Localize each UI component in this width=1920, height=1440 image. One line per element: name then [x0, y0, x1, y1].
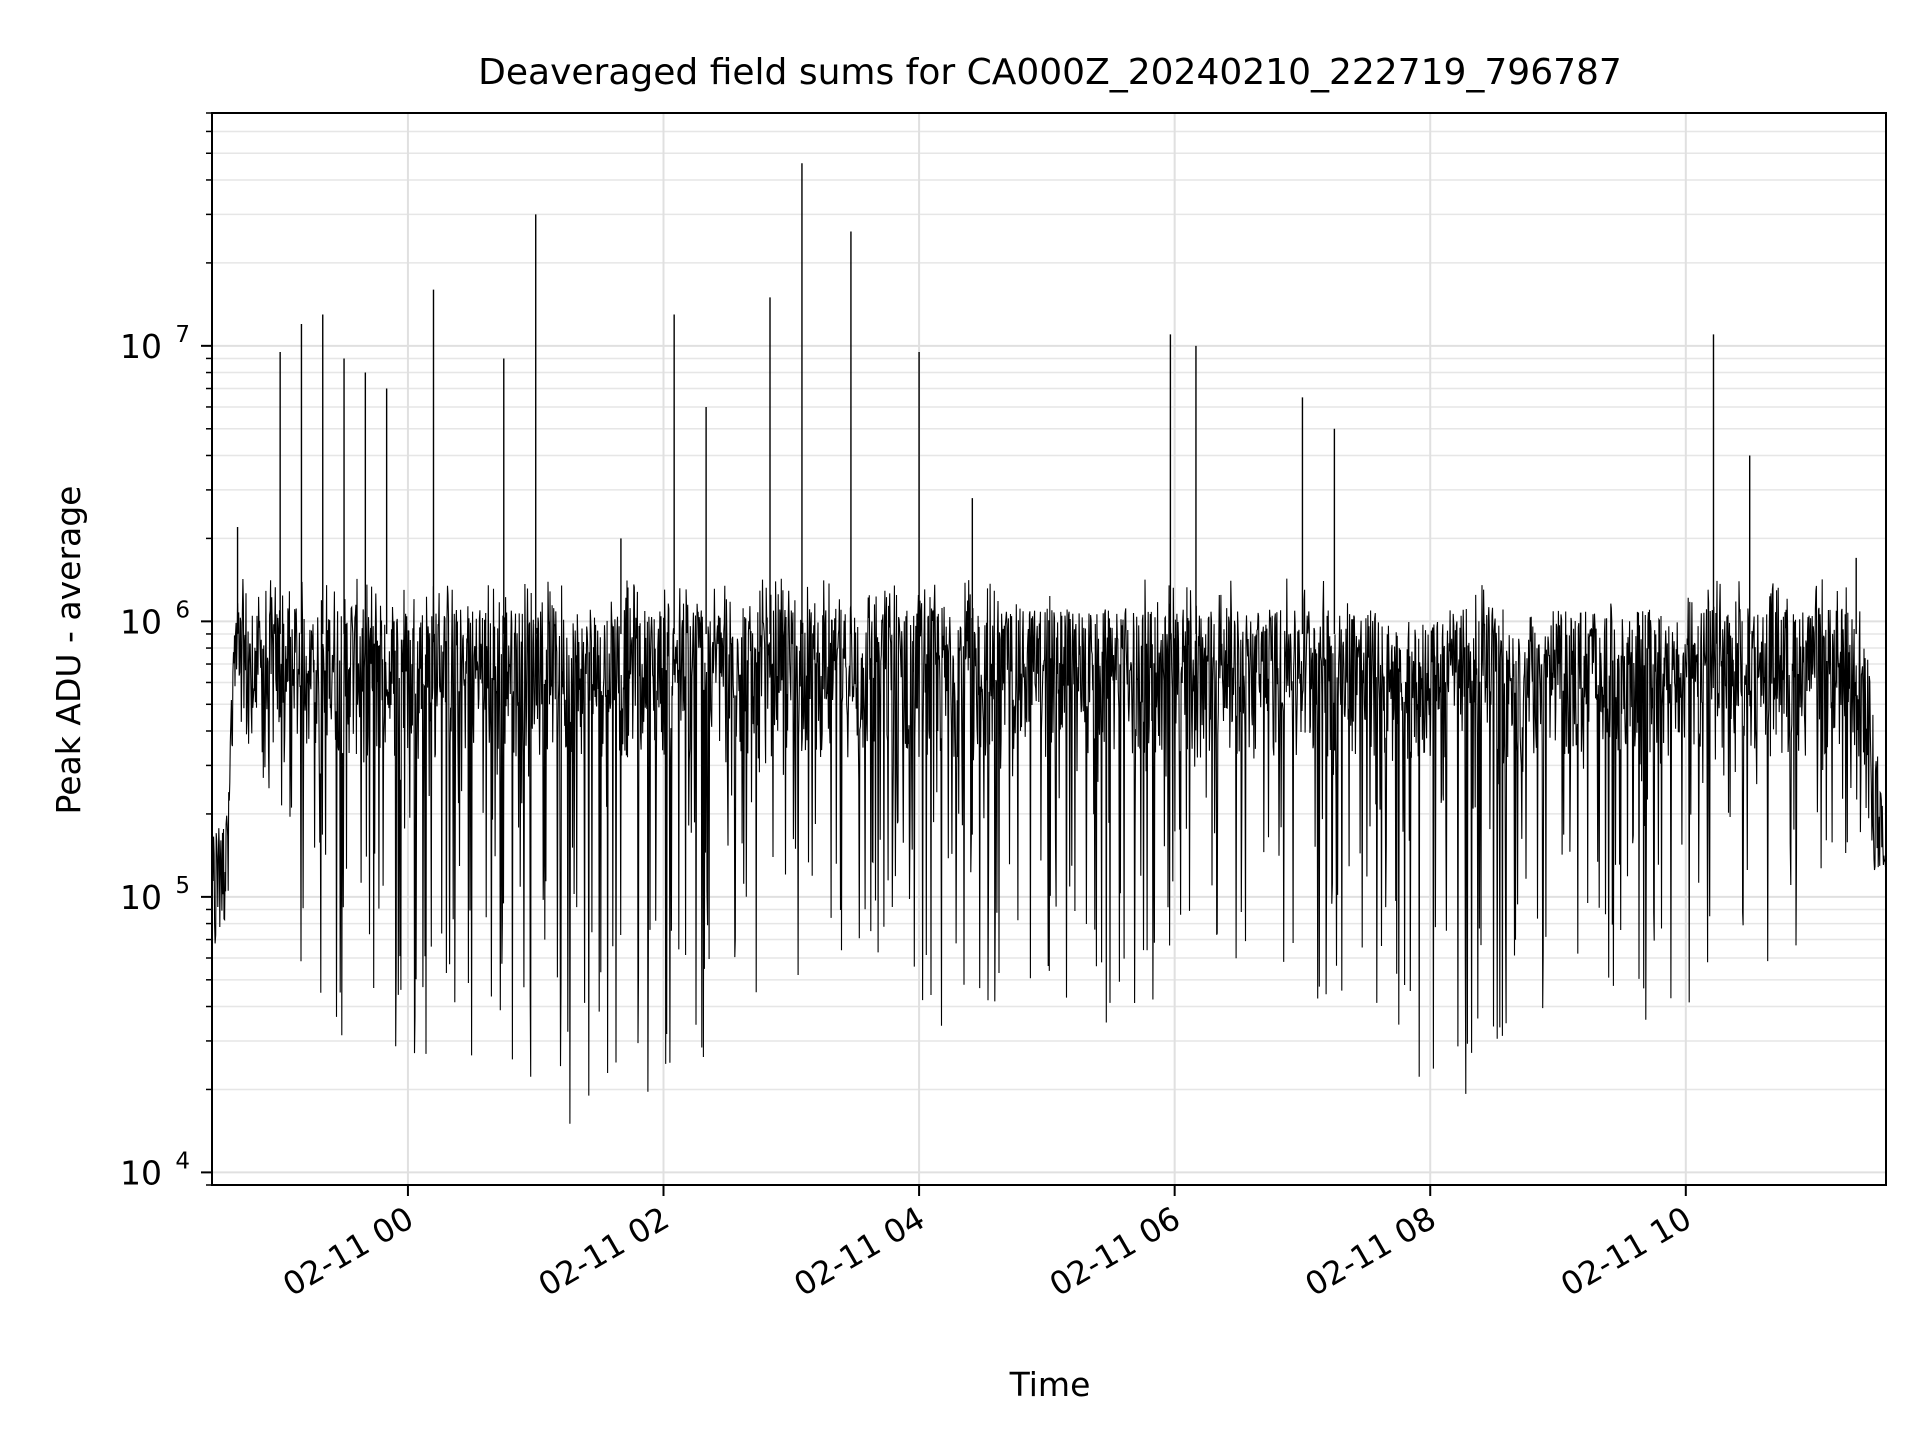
y-tick-label: 10: [120, 602, 162, 641]
series-line: [211, 578, 1887, 1124]
y-tick-label-exponent: 7: [175, 322, 190, 348]
x-axis-label: Time: [1009, 1365, 1091, 1404]
y-tick-label: 10: [120, 327, 162, 366]
plot-frame: [211, 112, 1887, 1186]
y-tick-label: 10: [120, 1153, 162, 1192]
series-peak-adu: [211, 163, 1887, 1124]
y-tick-label-exponent: 5: [175, 873, 190, 899]
chart-title: Deaveraged field sums for CA000Z_2024021…: [478, 52, 1622, 93]
y-tick-label: 10: [120, 878, 162, 917]
y-axis-label: Peak ADU - average: [49, 486, 88, 815]
y-tick-label-exponent: 6: [175, 597, 190, 623]
y-tick-label-exponent: 4: [175, 1148, 190, 1174]
